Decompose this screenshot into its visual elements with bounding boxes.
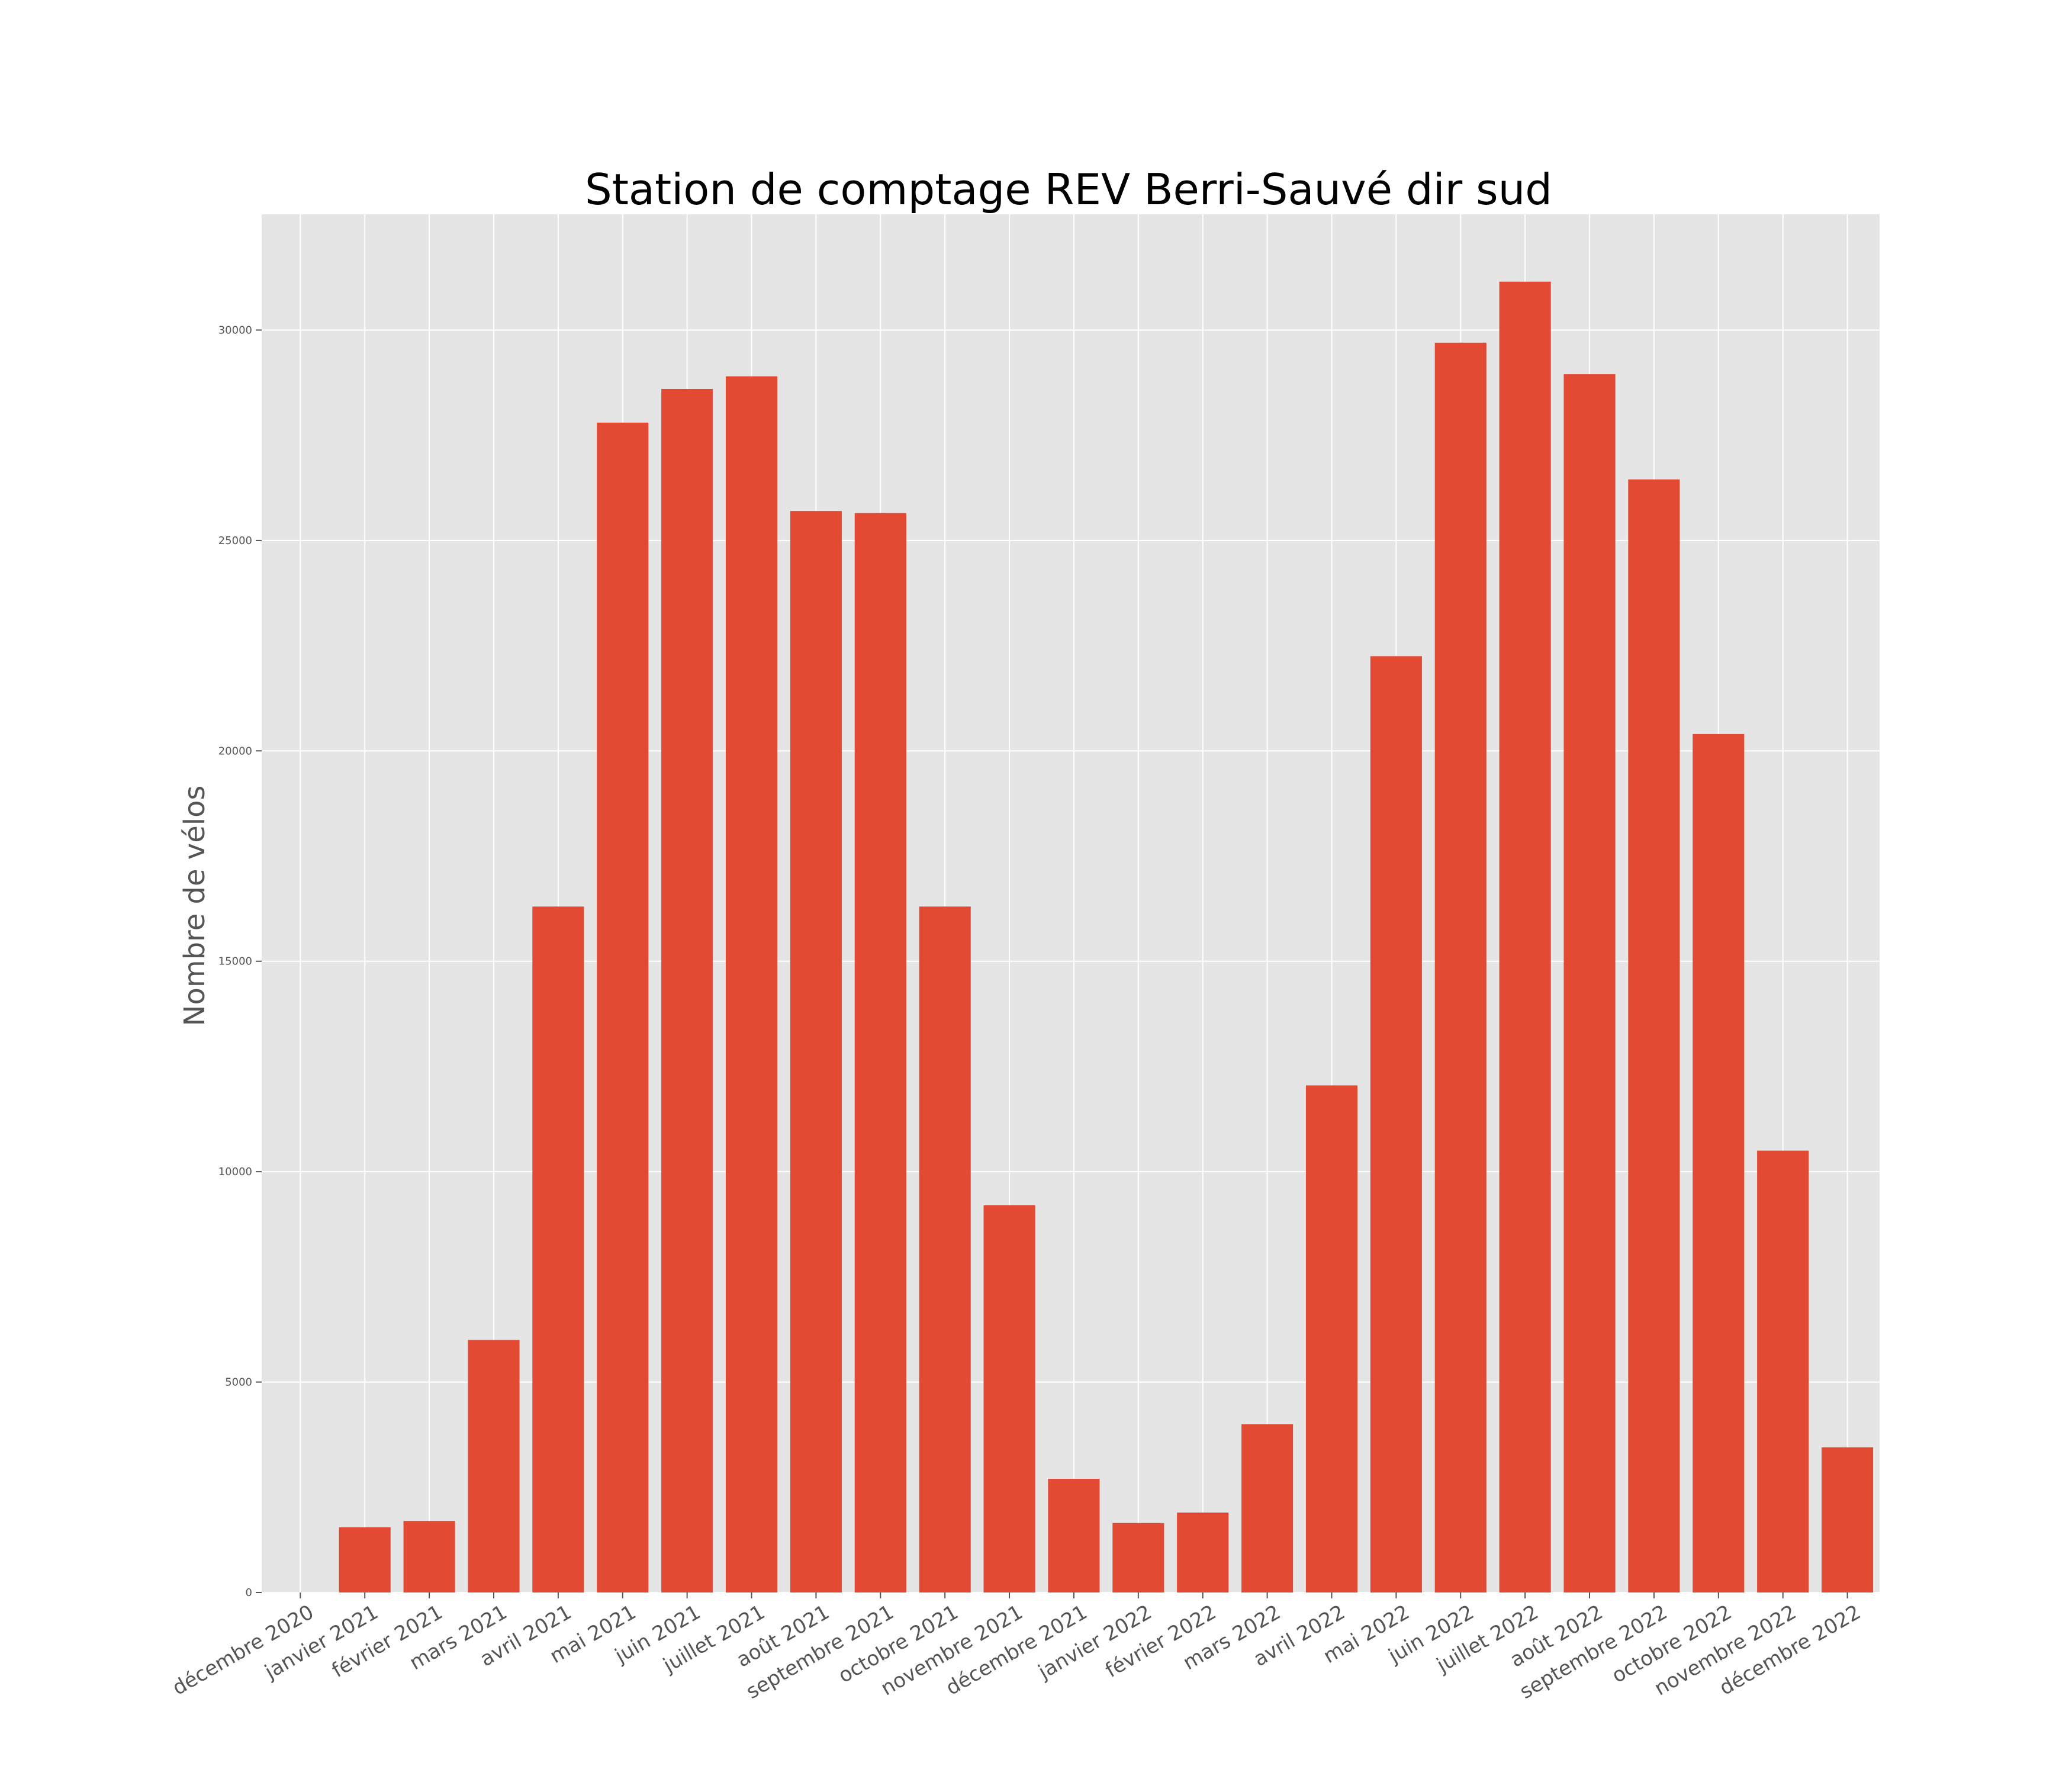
bar [468, 1340, 520, 1592]
y-axis-label: Nombre de vélos [178, 786, 211, 1027]
bar [983, 1205, 1035, 1592]
chart-title: Station de comptage REV Berri-Sauvé dir … [585, 165, 1552, 214]
bar [1693, 733, 1745, 1592]
bar [1822, 1447, 1874, 1592]
bar [919, 906, 971, 1592]
bar [1305, 1085, 1358, 1592]
y-tick-label: 30000 [218, 324, 252, 336]
bar [1628, 479, 1680, 1592]
bar [661, 388, 713, 1592]
bar [1241, 1424, 1294, 1592]
bar [854, 513, 906, 1592]
bar [339, 1527, 391, 1592]
y-tick-label: 5000 [225, 1376, 252, 1389]
bar [597, 422, 649, 1592]
y-tick-label: 10000 [218, 1166, 252, 1178]
bar [1757, 1150, 1809, 1592]
bar [725, 376, 778, 1592]
y-tick-label: 20000 [218, 745, 252, 757]
bar [1499, 281, 1551, 1592]
bar [1177, 1512, 1229, 1592]
bars [339, 281, 1874, 1592]
bar [790, 511, 842, 1592]
y-axis-ticks: 0 5000 10000 15000 20000 25000 30000 [218, 324, 262, 1599]
y-tick-label: 15000 [218, 955, 252, 968]
bar [1370, 656, 1422, 1592]
bar [532, 906, 584, 1592]
bar [1112, 1523, 1164, 1592]
bar [1048, 1479, 1100, 1592]
bar [1563, 374, 1616, 1592]
y-tick-label: 25000 [218, 535, 252, 547]
bar [403, 1521, 455, 1592]
bar [1434, 342, 1487, 1592]
y-tick-label: 0 [246, 1587, 252, 1599]
